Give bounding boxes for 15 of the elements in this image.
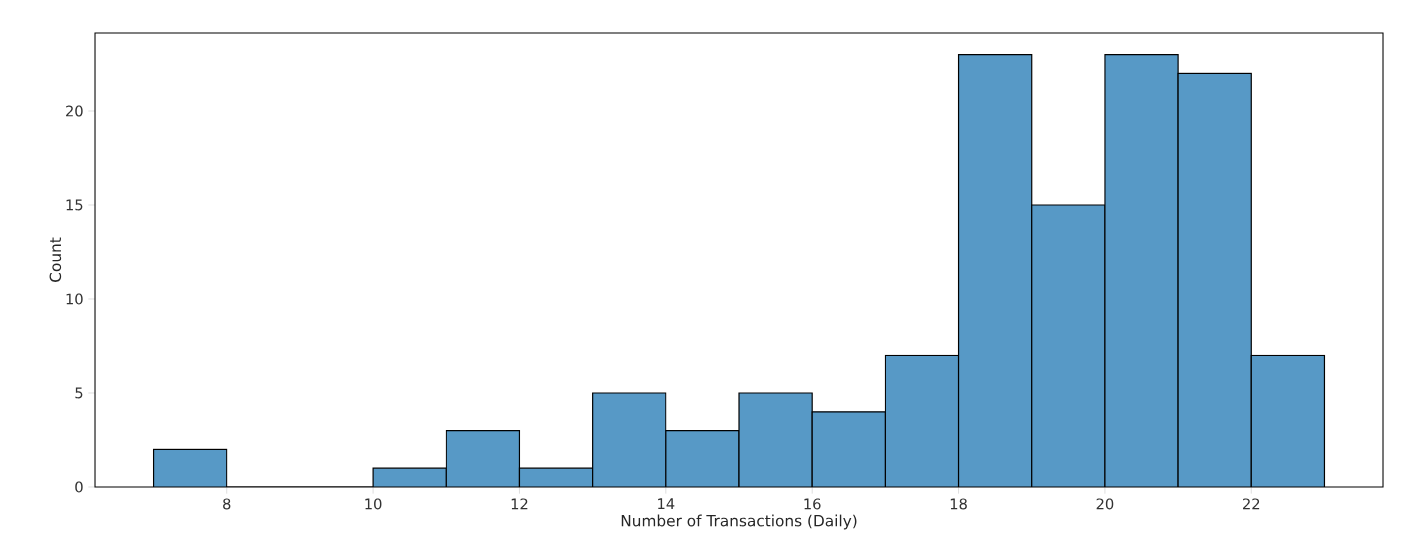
y-tick-label: 5	[75, 387, 83, 399]
x-axis-title: Number of Transactions (Daily)	[621, 514, 857, 530]
y-tick-label: 15	[66, 199, 83, 211]
x-tick-label: 22	[1243, 498, 1260, 510]
x-tick-label: 10	[365, 498, 382, 510]
x-tick-label: 18	[950, 498, 967, 510]
y-tick-label: 10	[66, 293, 83, 305]
y-tick-label: 20	[66, 105, 83, 117]
y-axis-title: Count	[49, 237, 62, 282]
x-tick-label: 14	[658, 498, 675, 510]
x-tick-label: 16	[804, 498, 821, 510]
x-tick-label: 12	[511, 498, 528, 510]
x-tick-label: 20	[1096, 498, 1114, 510]
x-tick-label: 8	[223, 498, 231, 510]
y-tick-label: 0	[75, 481, 83, 493]
